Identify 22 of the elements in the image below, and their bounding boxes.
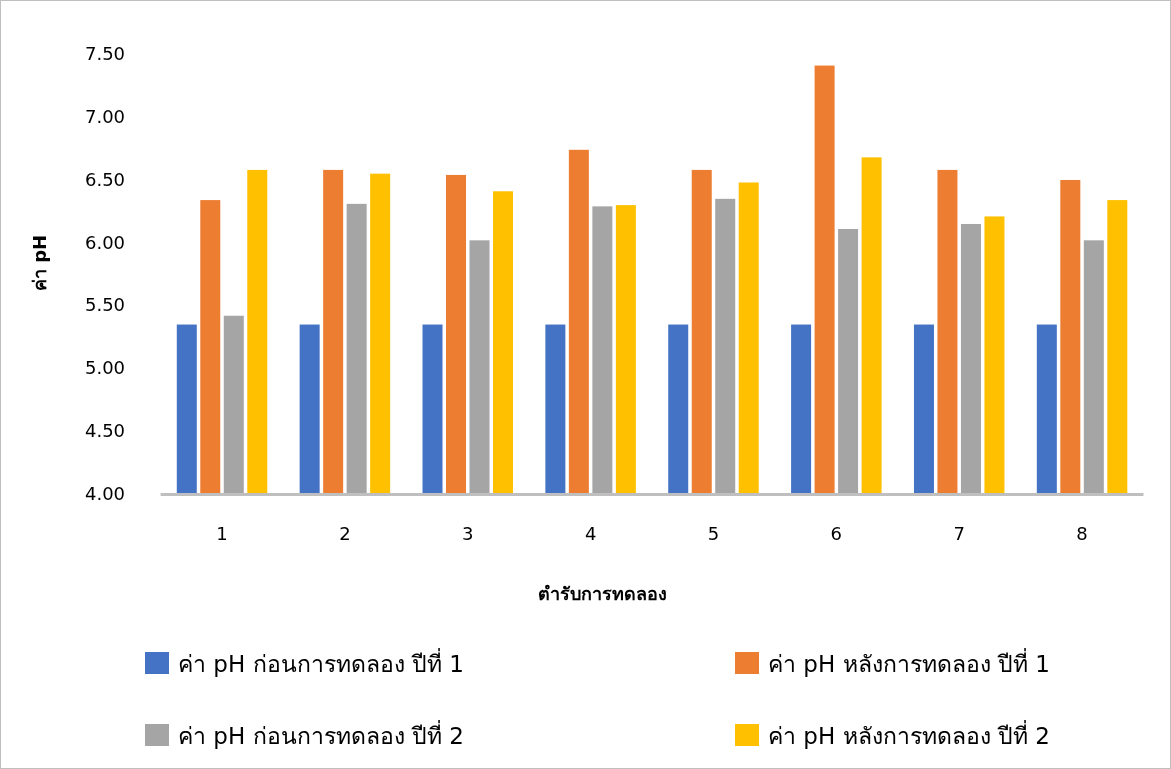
y-tick-label: 7.00 bbox=[84, 105, 126, 127]
y-tick-label: 5.00 bbox=[84, 357, 126, 379]
legend-label: ค่า pH ก่อนการทดลอง ปีที่ 1 bbox=[178, 648, 464, 677]
legend-label: ค่า pH หลังการทดลอง ปีที่ 1 bbox=[768, 648, 1050, 677]
x-tick-label: 5 bbox=[707, 523, 720, 544]
x-tick-label: 1 bbox=[216, 523, 228, 544]
y-tick-label: 6.50 bbox=[84, 168, 126, 190]
x-tick-label: 4 bbox=[584, 523, 597, 544]
x-tick-label: 7 bbox=[953, 523, 965, 544]
y-tick-label: 6.00 bbox=[84, 231, 126, 253]
y-tick-label: 7.50 bbox=[84, 43, 126, 64]
y-tick-label: 5.50 bbox=[84, 294, 126, 316]
y-tick-label: 4.50 bbox=[84, 420, 126, 442]
x-tick-label: 8 bbox=[1076, 523, 1088, 544]
y-axis-title: ค่า pH bbox=[29, 234, 50, 292]
legend-label: ค่า pH ก่อนการทดลอง ปีที่ 2 bbox=[178, 720, 464, 749]
x-tick-label: 6 bbox=[830, 523, 843, 544]
y-tick-label: 4.00 bbox=[84, 483, 126, 504]
x-tick-label: 3 bbox=[462, 523, 474, 544]
legend-label: ค่า pH หลังการทดลอง ปีที่ 2 bbox=[768, 720, 1050, 749]
x-axis-title: ตำรับการทดลอง bbox=[537, 583, 667, 604]
x-tick-label: 2 bbox=[339, 523, 351, 544]
